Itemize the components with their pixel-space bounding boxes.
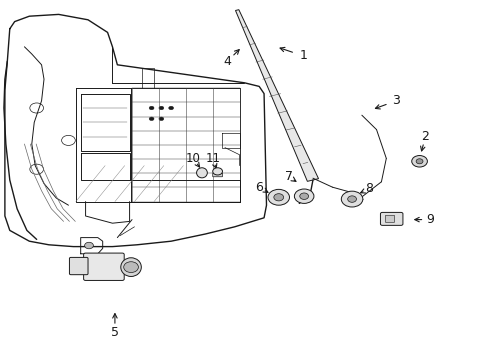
Circle shape [159,117,163,121]
Circle shape [411,156,427,167]
Text: 4: 4 [223,55,231,68]
Circle shape [415,159,422,164]
FancyBboxPatch shape [212,173,222,177]
Circle shape [149,106,154,110]
Text: 1: 1 [299,49,306,62]
Circle shape [123,262,138,273]
Polygon shape [235,10,318,181]
FancyBboxPatch shape [83,253,124,280]
FancyBboxPatch shape [385,215,394,222]
Ellipse shape [121,258,141,276]
Circle shape [267,189,289,205]
Circle shape [341,191,362,207]
Text: 8: 8 [365,183,372,195]
Circle shape [84,242,93,249]
FancyBboxPatch shape [69,257,88,275]
Circle shape [212,168,222,175]
Ellipse shape [196,168,207,178]
Circle shape [149,117,154,121]
FancyBboxPatch shape [380,212,402,225]
Circle shape [294,189,313,203]
Text: 3: 3 [391,94,399,107]
Text: 11: 11 [205,152,220,165]
Text: 6: 6 [255,181,263,194]
Circle shape [159,106,163,110]
Text: 2: 2 [421,130,428,143]
Text: 9: 9 [426,213,433,226]
Circle shape [273,194,283,201]
Text: 7: 7 [284,170,292,183]
Circle shape [168,106,173,110]
Text: 5: 5 [111,327,119,339]
Circle shape [347,196,356,202]
Circle shape [299,193,308,199]
Text: 10: 10 [185,152,200,165]
